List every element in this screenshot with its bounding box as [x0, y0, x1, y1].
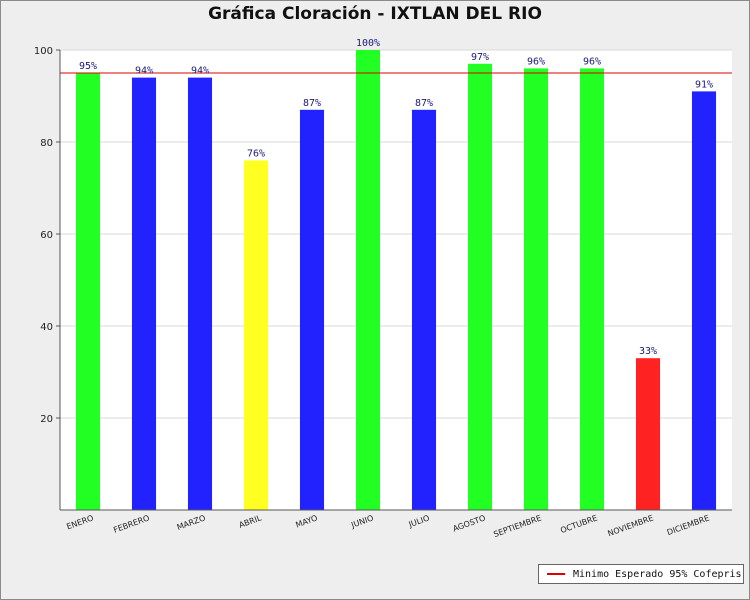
y-tick-label: 20	[40, 414, 53, 425]
bars	[75, 50, 717, 511]
bar-febrero	[131, 77, 157, 510]
bar-marzo	[187, 77, 213, 510]
data-label: 87%	[415, 98, 433, 109]
y-tick-label: 40	[40, 322, 53, 333]
legend: Minimo Esperado 95% Cofepris	[538, 564, 744, 584]
data-labels: 95% 94% 94% 76% 87% 100% 87% 97% 96% 96% 33% 91%	[79, 38, 713, 357]
data-label: 97%	[471, 52, 489, 63]
data-label: 95%	[79, 61, 97, 72]
x-tick-label: SEPTIEMBRE	[492, 513, 542, 539]
bar-mayo	[299, 109, 325, 511]
data-label: 33%	[639, 346, 657, 357]
x-tick-label: FEBRERO	[112, 513, 150, 534]
x-tick-label: MAYO	[294, 513, 318, 529]
bar-julio	[411, 109, 437, 511]
bar-septiembre	[523, 68, 549, 511]
x-tick-label: DICIEMBRE	[666, 513, 711, 537]
data-label: 96%	[583, 56, 601, 67]
data-label: 96%	[527, 56, 545, 67]
x-tick-label: AGOSTO	[452, 513, 487, 533]
grid-lines	[60, 49, 732, 419]
bar-noviembre	[635, 358, 661, 510]
y-tick-label: 100	[34, 46, 53, 57]
data-label: 94%	[135, 66, 153, 77]
x-tick-label: MARZO	[176, 513, 207, 532]
bar-abril	[243, 160, 269, 510]
data-label: 100%	[356, 38, 380, 49]
x-tick-label: JULIO	[407, 513, 431, 529]
data-label: 87%	[303, 98, 321, 109]
x-tick-label: ENERO	[65, 513, 94, 531]
data-label: 76%	[247, 148, 265, 159]
x-tick-label: ABRIL	[238, 513, 264, 530]
y-tick-label: 60	[40, 230, 53, 241]
data-label: 91%	[695, 79, 713, 90]
y-tick-label: 80	[40, 138, 53, 149]
x-tick-label: NOVIEMBRE	[606, 513, 654, 538]
bar-octubre	[579, 68, 605, 511]
bar-agosto	[467, 63, 493, 511]
bar-enero	[75, 73, 101, 510]
data-label: 94%	[191, 66, 209, 77]
x-tick-label: JUNIO	[349, 513, 374, 530]
bar-diciembre	[691, 91, 717, 511]
x-tick-label: OCTUBRE	[559, 513, 598, 535]
legend-swatch	[547, 573, 565, 575]
plot-area	[60, 50, 732, 510]
chart-title: Gráfica Cloración - IXTLAN DEL RIO	[208, 4, 542, 24]
bar-junio	[355, 50, 381, 510]
legend-label: Minimo Esperado 95% Cofepris	[573, 568, 742, 580]
